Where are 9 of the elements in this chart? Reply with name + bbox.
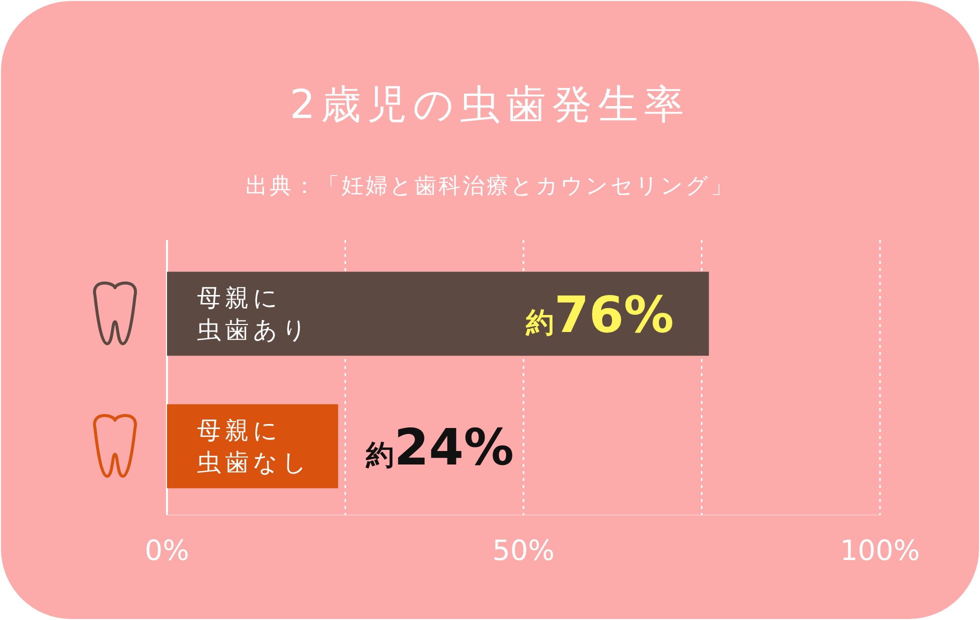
chart-subtitle: 出典：「妊婦と歯科治療とカウンセリング」 [246, 174, 734, 199]
x-tick-label: 0% [144, 534, 190, 567]
data-label: 約24% [365, 418, 514, 476]
x-tick-label: 100% [840, 534, 920, 567]
data-label: 約76% [525, 286, 674, 344]
chart-title: 2歳児の虫歯発生率 [290, 82, 690, 128]
x-tick-label: 50% [492, 534, 555, 567]
y-tick-label: 母親に虫歯あり [197, 284, 311, 344]
y-tick-label: 母親に虫歯なし [197, 416, 311, 476]
